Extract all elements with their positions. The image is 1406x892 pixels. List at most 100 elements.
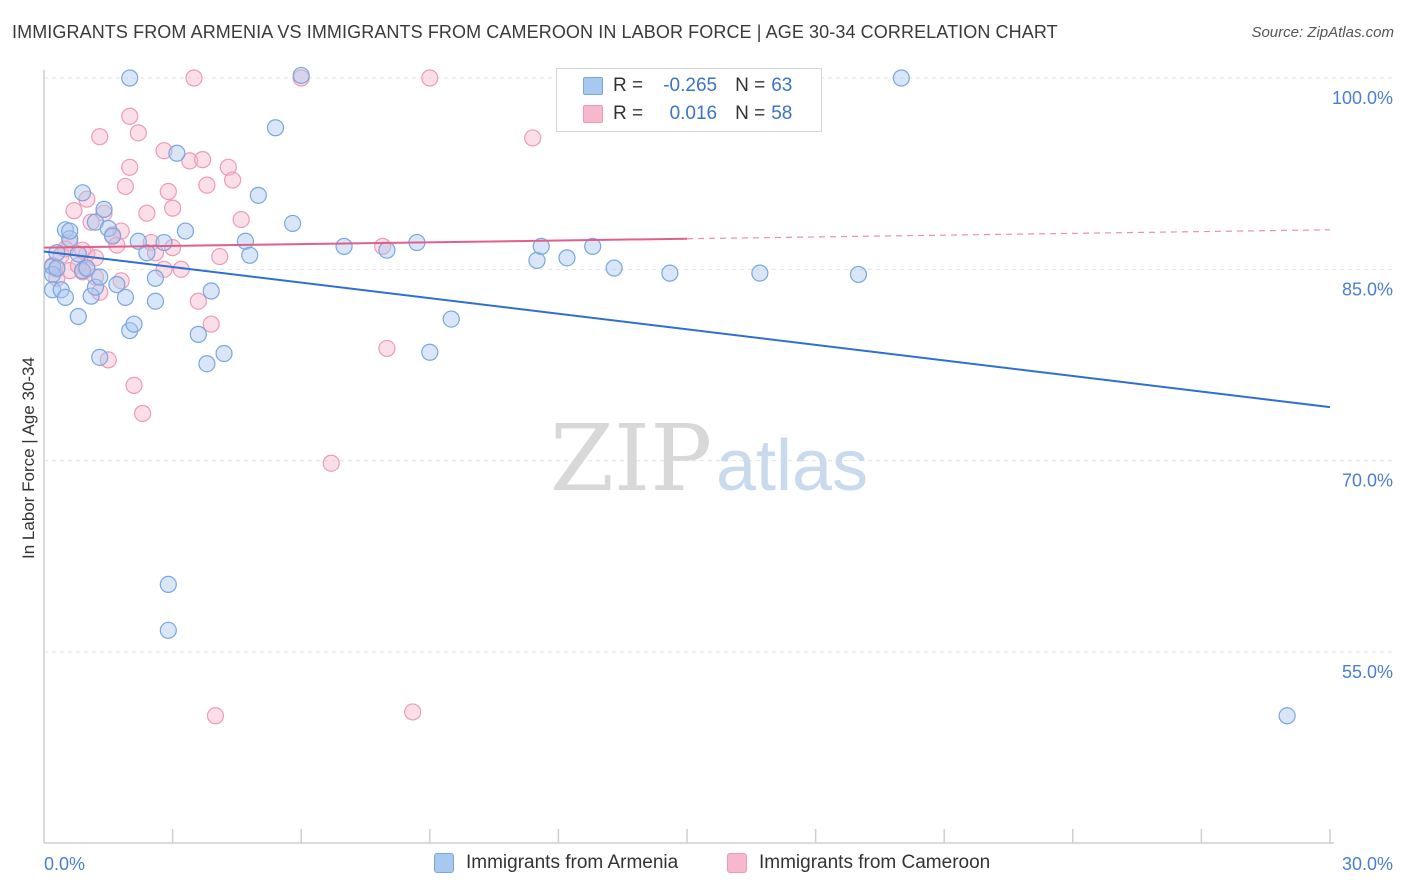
- data-point-cameroon: [121, 107, 139, 125]
- data-point-armenia: [241, 246, 259, 264]
- data-point-cameroon: [61, 262, 79, 280]
- data-point-armenia: [91, 268, 109, 286]
- legend-r-label: R =: [613, 103, 644, 124]
- data-point-armenia: [661, 264, 679, 282]
- data-point-armenia: [61, 222, 79, 240]
- data-point-cameroon: [121, 158, 139, 176]
- data-point-armenia: [121, 69, 139, 87]
- watermark-zip: ZIP: [550, 405, 712, 512]
- series-armenia-points: [43, 66, 1296, 725]
- data-point-cameroon: [189, 292, 207, 310]
- legend-r-label: R =: [613, 75, 644, 96]
- data-point-cameroon: [224, 171, 242, 189]
- grid-lines: [44, 77, 1393, 653]
- legend-swatch-armenia: [583, 77, 603, 95]
- legend-n-value-armenia: 63: [771, 75, 793, 96]
- y-axis-tick-labels: 55.0% 70.0% 85.0% 100.0%: [1332, 88, 1393, 682]
- legend-swatch-cameroon: [583, 105, 603, 123]
- data-point-cameroon: [219, 158, 237, 176]
- data-point-armenia: [138, 244, 156, 262]
- chart-title: IMMIGRANTS FROM ARMENIA VS IMMIGRANTS FR…: [12, 22, 1058, 42]
- trend-line-cameroon: [43, 237, 688, 249]
- axes: [43, 70, 1334, 844]
- legend-n-label: N =: [735, 103, 766, 124]
- y-axis-label: In Labor Force | Age 30-34: [19, 357, 38, 559]
- data-point-cameroon: [232, 210, 250, 229]
- data-point-cameroon: [211, 247, 229, 266]
- data-point-armenia: [335, 237, 353, 255]
- data-point-armenia: [249, 186, 267, 204]
- trend-lines: [43, 229, 1331, 409]
- data-point-cameroon: [133, 404, 152, 423]
- data-point-cameroon: [164, 239, 182, 257]
- series-cameroon-points: [43, 69, 542, 725]
- legend-n-label: N =: [735, 75, 766, 96]
- data-point-armenia: [605, 259, 623, 277]
- correlation-legend: R = -0.265 N = 63 R = 0.016 N = 58: [556, 68, 822, 132]
- legend-n-value-cameroon: 58: [771, 103, 793, 124]
- data-point-cameroon: [206, 707, 225, 725]
- trend-line-armenia: [43, 250, 1331, 409]
- legend-item-armenia[interactable]: Immigrants from Armenia: [434, 852, 678, 874]
- y-tick-label: 85.0%: [1342, 279, 1393, 299]
- data-point-armenia: [108, 276, 126, 294]
- y-tick-label: 55.0%: [1342, 662, 1393, 682]
- x-axis-ticks: [171, 829, 1331, 843]
- data-point-armenia: [215, 344, 233, 363]
- legend-r-value-armenia: -0.265: [663, 75, 718, 96]
- data-point-cameroon: [65, 202, 83, 220]
- data-point-cameroon: [138, 204, 156, 222]
- data-point-armenia: [198, 355, 216, 373]
- legend-swatch-armenia: [434, 853, 454, 873]
- legend-label-armenia: Immigrants from Armenia: [466, 852, 679, 873]
- data-point-armenia: [1278, 707, 1296, 725]
- legend-item-cameroon[interactable]: Immigrants from Cameroon: [727, 852, 990, 874]
- data-point-armenia: [78, 259, 96, 277]
- data-point-armenia: [532, 237, 550, 255]
- data-point-cameroon: [378, 339, 396, 358]
- data-point-armenia: [116, 288, 135, 306]
- data-point-armenia: [146, 269, 165, 287]
- watermark-atlas: atlas: [716, 426, 868, 506]
- data-point-cameroon: [202, 315, 220, 333]
- source-credit: Source: ZipAtlas.com: [1251, 24, 1394, 41]
- data-point-armenia: [284, 214, 302, 233]
- x-tick-label-min: 0.0%: [44, 854, 85, 874]
- data-point-cameroon: [164, 199, 182, 217]
- data-point-armenia: [103, 227, 122, 245]
- data-point-armenia: [56, 288, 75, 306]
- data-point-armenia: [558, 249, 576, 267]
- data-point-cameroon: [112, 222, 130, 240]
- data-point-armenia: [86, 278, 105, 296]
- data-point-cameroon: [159, 182, 177, 201]
- data-point-cameroon: [155, 142, 173, 160]
- data-point-armenia: [442, 310, 460, 328]
- data-point-armenia: [48, 259, 66, 277]
- legend-row-armenia: R = -0.265 N = 63: [583, 74, 792, 98]
- data-point-armenia: [378, 241, 396, 259]
- data-point-armenia: [91, 348, 109, 366]
- data-point-armenia: [168, 144, 186, 162]
- data-point-armenia: [146, 292, 165, 310]
- data-point-cameroon: [524, 129, 542, 147]
- data-point-cameroon: [125, 376, 143, 395]
- data-point-armenia: [292, 66, 310, 85]
- x-tick-label-max: 30.0%: [1342, 854, 1393, 874]
- data-point-armenia: [202, 282, 220, 300]
- legend-row-cameroon: R = 0.016 N = 58: [583, 102, 792, 126]
- data-point-armenia: [266, 119, 285, 137]
- data-point-armenia: [584, 237, 602, 255]
- data-point-armenia: [189, 325, 207, 343]
- data-point-armenia: [849, 265, 868, 284]
- data-point-cameroon: [404, 703, 422, 721]
- data-point-armenia: [155, 233, 173, 252]
- legend-r-value-cameroon: 0.016: [669, 103, 718, 124]
- data-point-armenia: [73, 184, 92, 202]
- data-point-armenia: [129, 232, 147, 250]
- data-point-armenia: [751, 264, 769, 282]
- data-point-armenia: [159, 621, 177, 639]
- data-point-armenia: [95, 200, 113, 218]
- series-legend: Immigrants from Armenia Immigrants from …: [0, 852, 1406, 878]
- data-point-cameroon: [322, 454, 340, 472]
